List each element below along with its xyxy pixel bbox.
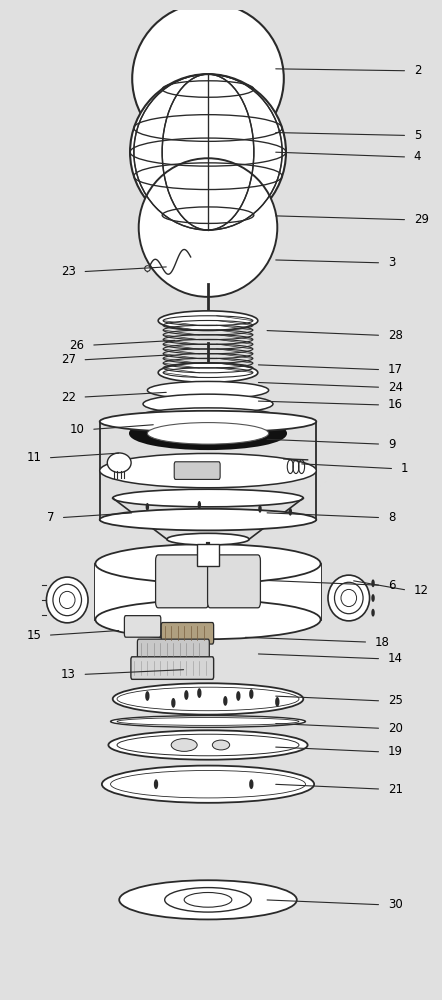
Text: 25: 25 <box>388 694 403 707</box>
Circle shape <box>249 689 253 699</box>
Ellipse shape <box>102 766 314 803</box>
Text: 3: 3 <box>388 256 395 269</box>
Circle shape <box>198 501 201 509</box>
FancyBboxPatch shape <box>161 622 213 644</box>
Ellipse shape <box>100 411 316 432</box>
Circle shape <box>197 688 202 698</box>
Circle shape <box>145 691 149 701</box>
Circle shape <box>223 696 228 706</box>
Circle shape <box>275 697 279 707</box>
Ellipse shape <box>199 566 217 575</box>
Text: 7: 7 <box>47 511 54 524</box>
Text: 26: 26 <box>69 339 84 352</box>
Text: 8: 8 <box>388 511 395 524</box>
Text: 17: 17 <box>388 363 403 376</box>
Text: 29: 29 <box>414 213 429 226</box>
FancyBboxPatch shape <box>131 657 213 679</box>
Ellipse shape <box>95 600 320 639</box>
Ellipse shape <box>139 158 277 297</box>
Ellipse shape <box>113 683 303 715</box>
Text: 13: 13 <box>61 668 76 681</box>
Text: 1: 1 <box>401 462 408 475</box>
Text: 27: 27 <box>61 353 76 366</box>
Text: 24: 24 <box>388 381 403 394</box>
Ellipse shape <box>107 453 131 473</box>
Text: 20: 20 <box>388 722 403 735</box>
Ellipse shape <box>46 577 88 623</box>
Ellipse shape <box>158 363 258 382</box>
Text: 10: 10 <box>70 423 84 436</box>
Text: 15: 15 <box>27 629 41 642</box>
Ellipse shape <box>171 739 197 751</box>
Ellipse shape <box>139 408 277 426</box>
Text: 12: 12 <box>414 584 429 597</box>
FancyBboxPatch shape <box>137 639 210 660</box>
Ellipse shape <box>143 394 273 414</box>
Ellipse shape <box>147 423 269 444</box>
Text: 23: 23 <box>61 265 76 278</box>
Text: 9: 9 <box>388 438 395 451</box>
FancyBboxPatch shape <box>208 555 260 608</box>
Ellipse shape <box>167 533 249 545</box>
Ellipse shape <box>130 418 286 449</box>
FancyBboxPatch shape <box>156 555 209 608</box>
Text: 21: 21 <box>388 783 403 796</box>
Text: 30: 30 <box>388 898 403 911</box>
FancyBboxPatch shape <box>124 616 161 637</box>
Ellipse shape <box>132 3 284 154</box>
Ellipse shape <box>100 509 316 530</box>
Text: 14: 14 <box>388 652 403 665</box>
Circle shape <box>371 579 375 587</box>
Circle shape <box>258 505 262 513</box>
Text: 2: 2 <box>414 64 421 77</box>
Text: 5: 5 <box>414 129 421 142</box>
Text: 11: 11 <box>26 451 41 464</box>
Ellipse shape <box>158 311 258 330</box>
Circle shape <box>236 691 240 701</box>
Text: 19: 19 <box>388 745 403 758</box>
Circle shape <box>184 690 188 700</box>
Circle shape <box>371 609 375 617</box>
Ellipse shape <box>328 575 370 621</box>
Text: 16: 16 <box>388 398 403 411</box>
Circle shape <box>171 698 175 708</box>
Polygon shape <box>95 564 320 620</box>
Ellipse shape <box>119 880 297 919</box>
Ellipse shape <box>113 489 303 507</box>
Circle shape <box>145 503 149 511</box>
Circle shape <box>371 594 375 602</box>
Text: 22: 22 <box>61 391 76 404</box>
Ellipse shape <box>95 544 320 583</box>
Circle shape <box>249 779 253 789</box>
FancyBboxPatch shape <box>197 544 219 566</box>
Ellipse shape <box>212 740 230 750</box>
Ellipse shape <box>147 381 269 399</box>
Circle shape <box>289 508 292 516</box>
Ellipse shape <box>100 453 316 488</box>
Ellipse shape <box>130 74 286 230</box>
FancyBboxPatch shape <box>174 462 220 479</box>
Text: 18: 18 <box>375 636 390 649</box>
Text: 6: 6 <box>388 579 395 592</box>
Ellipse shape <box>108 730 308 760</box>
Text: 28: 28 <box>388 329 403 342</box>
Circle shape <box>154 779 158 789</box>
Text: 4: 4 <box>414 150 421 163</box>
Ellipse shape <box>110 716 305 727</box>
